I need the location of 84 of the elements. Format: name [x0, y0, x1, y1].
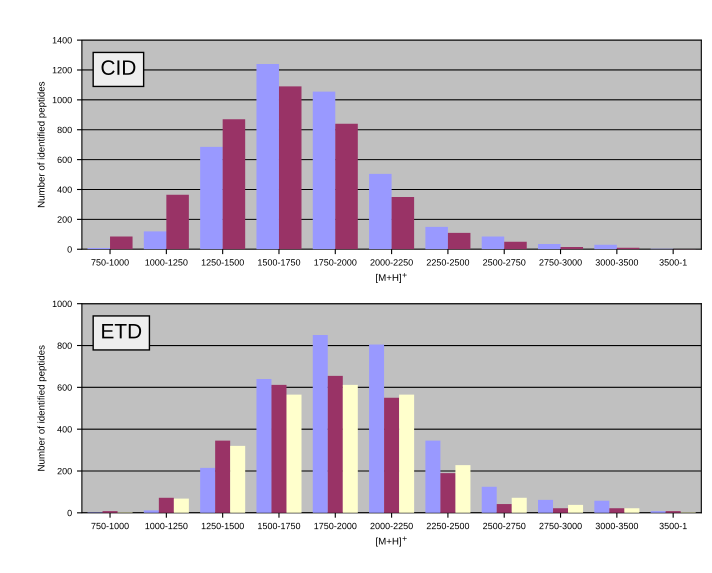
y-tick-label: 400: [57, 426, 72, 433]
y-tick-label: 1000: [52, 300, 72, 308]
bar: [158, 498, 174, 513]
bar: [455, 465, 470, 513]
y-tick-label: 800: [57, 342, 72, 349]
bar: [256, 378, 272, 513]
x-tick-label: 750-1000: [91, 259, 129, 266]
bar: [110, 236, 133, 250]
x-tick-label: 3500-1: [659, 259, 687, 266]
bar: [144, 231, 166, 250]
bar: [271, 384, 286, 513]
x-tick-label: 3000-3500: [596, 259, 638, 266]
bar: [553, 508, 568, 513]
y-axis-title: Number of identified peptides: [37, 82, 47, 208]
bar: [230, 446, 246, 513]
bar: [392, 196, 414, 250]
bar: [286, 394, 302, 513]
bar: [440, 473, 456, 513]
bar: [200, 468, 216, 513]
bar: [312, 335, 328, 513]
bar: [538, 244, 561, 250]
bar: [312, 92, 336, 250]
annotation: CID: [102, 60, 136, 75]
bar: [609, 508, 624, 513]
bar: [568, 504, 584, 513]
bar: [369, 344, 384, 513]
annotation: ETD: [102, 324, 142, 338]
x-tick-label: 2250-2500: [426, 259, 470, 266]
bar: [624, 508, 640, 513]
x-axis-title: [M+H]$^{+}$: [376, 272, 407, 283]
x-tick-label: 2000-2250: [370, 259, 413, 266]
y-tick-label: 0: [67, 510, 72, 516]
x-tick-label: 3000-3500: [596, 522, 638, 530]
x-tick-label: 2000-2250: [370, 522, 413, 530]
y-tick-label: 1000: [52, 96, 72, 104]
y-tick-label: 0: [67, 246, 72, 253]
bar: [496, 504, 512, 513]
x-tick-label: 2500-2750: [483, 259, 526, 266]
y-axis-title: Number of identified peptides: [37, 345, 47, 471]
x-tick-label: 3500-1: [659, 522, 687, 530]
bar: [222, 119, 246, 250]
bar: [482, 236, 504, 250]
x-axis-title: [M+H]$^{+}$: [376, 536, 407, 547]
bar: [328, 376, 343, 513]
y-tick-label: 600: [58, 384, 72, 391]
x-tick-label: 1250-1500: [202, 259, 244, 266]
x-tick-label: 1000-1250: [145, 259, 188, 266]
bar: [399, 394, 414, 513]
bar: [504, 242, 527, 250]
bar: [166, 194, 189, 250]
x-tick-label: 1250-1500: [202, 522, 244, 530]
bar: [384, 398, 400, 513]
bar: [538, 500, 554, 513]
x-tick-label: 2750-3000: [539, 259, 582, 266]
bar: [256, 64, 279, 250]
bar: [594, 500, 610, 513]
bar: [425, 440, 440, 513]
bar: [369, 174, 392, 250]
x-tick-label: 2750-3000: [539, 522, 582, 530]
bar: [174, 498, 189, 513]
y-tick-label: 800: [57, 126, 72, 134]
bar: [342, 384, 358, 513]
x-tick-label: 2500-2750: [483, 522, 526, 530]
x-tick-label: 1750-2000: [314, 259, 357, 266]
bar: [200, 146, 223, 250]
x-tick-label: 1500-1750: [258, 259, 300, 266]
y-tick-label: 600: [58, 156, 72, 163]
y-tick-label: 200: [58, 468, 72, 474]
x-tick-label: 1000-1250: [145, 522, 188, 530]
x-tick-label: 750-1000: [91, 522, 129, 530]
y-tick-label: 400: [57, 186, 72, 193]
bar: [448, 232, 470, 250]
bar: [482, 486, 497, 513]
x-tick-label: 1750-2000: [314, 522, 357, 530]
bar: [512, 498, 527, 513]
y-tick-label: 1200: [52, 66, 72, 74]
bar: [215, 440, 230, 513]
bar: [278, 86, 302, 250]
bar: [335, 124, 358, 250]
y-tick-label: 1400: [52, 37, 72, 44]
bar: [425, 226, 448, 250]
y-tick-label: 200: [58, 216, 72, 223]
x-tick-label: 2250-2500: [426, 522, 470, 530]
x-tick-label: 1500-1750: [258, 522, 300, 530]
